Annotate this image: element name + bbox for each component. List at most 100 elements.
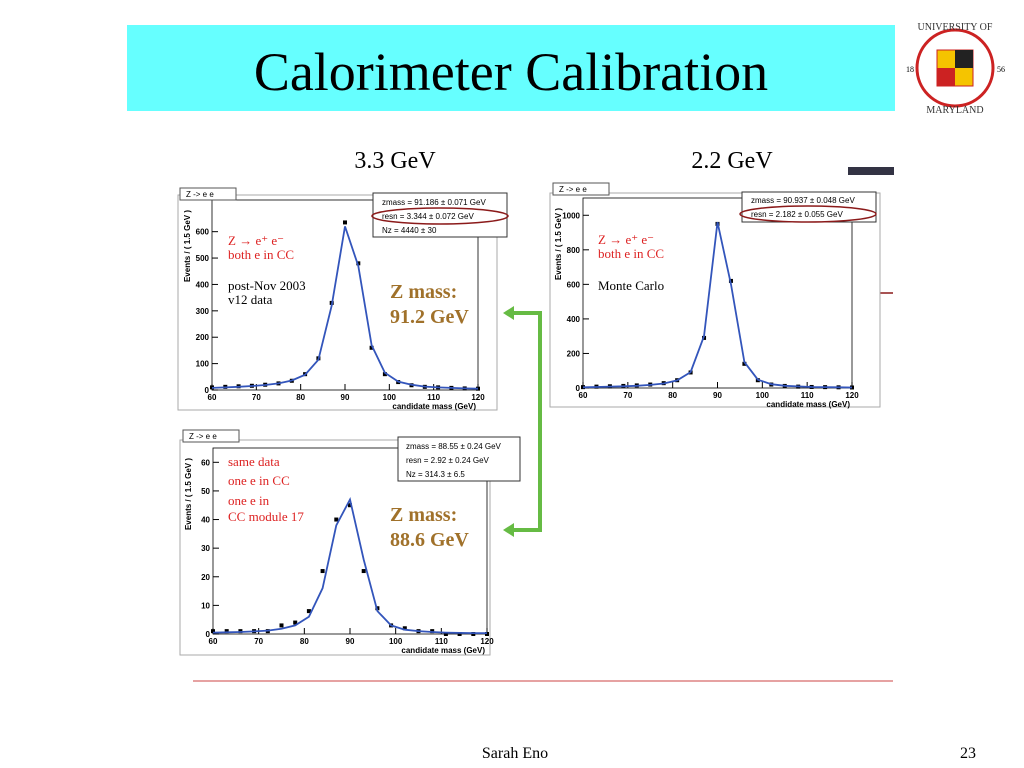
- y-tick-label: 400: [196, 280, 210, 289]
- x-tick-label: 110: [801, 391, 814, 400]
- data-point: [211, 629, 215, 634]
- arrow-head: [503, 523, 514, 537]
- data-point: [224, 629, 229, 634]
- x-tick-label: 80: [296, 393, 305, 402]
- y-tick-label: 40: [201, 516, 210, 525]
- plot-label-box: [182, 429, 240, 443]
- stats-box: [397, 436, 521, 482]
- logo-quarter: [955, 50, 973, 68]
- fit-curve: [212, 496, 487, 634]
- y-tick-label: 10: [201, 601, 210, 610]
- highlight: [371, 207, 509, 225]
- zmass-label: 91.2 GeV: [390, 306, 469, 328]
- x-tick-label: 90: [713, 391, 722, 400]
- x-tick-label: 60: [579, 391, 588, 400]
- plot-label-box: [179, 187, 237, 201]
- zmass-label: Z mass:: [390, 504, 457, 526]
- annotation: both e in CC: [228, 247, 294, 262]
- footer: Sarah Eno: [482, 745, 548, 762]
- logo-text: 56: [997, 65, 1005, 74]
- x-tick-label: 120: [471, 393, 485, 402]
- y-tick-label: 500: [196, 254, 210, 263]
- zmass-label: 88.6 GeV: [390, 529, 469, 551]
- plot-frame: [549, 192, 881, 408]
- y-tick-label: 600: [196, 228, 210, 237]
- y-tick-label: 0: [206, 630, 211, 639]
- column-label: 2.2 GeV: [691, 148, 773, 174]
- x-tick-label: 70: [623, 391, 632, 400]
- y-tick-label: 1000: [562, 211, 580, 220]
- y-tick-label: 100: [196, 360, 210, 369]
- y-tick-label: 600: [567, 280, 581, 289]
- annotation: CC module 17: [228, 509, 304, 524]
- stats: resn = 2.92 ± 0.24 GeV: [406, 456, 490, 465]
- stats: Nz = 314.3 ± 6.5: [406, 470, 465, 479]
- stats: resn = 2.182 ± 0.055 GeV: [751, 210, 843, 219]
- logo: UNIVERSITY OF MARYLAND 18 56: [906, 22, 1005, 116]
- y-tick-label: 20: [201, 573, 210, 582]
- annotation: same data: [228, 454, 280, 469]
- x-tick-label: 110: [427, 393, 440, 402]
- logo-text: UNIVERSITY OF: [918, 22, 993, 33]
- arrow-head: [503, 306, 514, 320]
- title: Calorimeter Calibration: [254, 42, 768, 102]
- zmass-label: Z mass:: [390, 281, 457, 303]
- stats: Nz = 4440 ± 30: [382, 226, 437, 235]
- annotation: Z → e⁺ e⁻: [228, 233, 284, 248]
- y-axis-label: Events / ( 1.5 GeV ): [183, 210, 192, 282]
- data-point: [306, 609, 311, 614]
- y-tick-label: 200: [567, 349, 581, 358]
- data-point: [471, 632, 476, 636]
- plot-label-box: [552, 182, 610, 196]
- data-point: [334, 517, 339, 522]
- stats: zmass = 88.55 ± 0.24 GeV: [406, 442, 502, 451]
- x-tick-label: 70: [252, 393, 261, 402]
- highlight: [739, 205, 877, 223]
- page-number: 23: [960, 745, 976, 762]
- y-tick-label: 30: [201, 544, 210, 553]
- y-tick-label: 400: [567, 315, 581, 324]
- x-tick-label: 80: [668, 391, 677, 400]
- y-tick-label: 300: [196, 307, 210, 316]
- x-axis-label: candidate mass (GeV): [401, 646, 485, 655]
- annotation: Monte Carlo: [598, 278, 664, 293]
- data-point: [279, 623, 284, 628]
- y-tick-label: 0: [576, 384, 581, 393]
- title-bar: [127, 25, 895, 111]
- y-axis-label: Events / ( 1.5 GeV ): [554, 208, 563, 280]
- charts: 60 70 80 90 100 110 1200100200300400500600cand…: [183, 197, 859, 655]
- annotation: one e in: [228, 493, 270, 508]
- column-label: 3.3 GeV: [354, 148, 436, 174]
- x-tick-label: 100: [383, 393, 397, 402]
- fit-curve: [582, 222, 853, 389]
- data-point: [402, 626, 407, 631]
- x-tick-label: 100: [756, 391, 770, 400]
- annotation: one e in CC: [228, 473, 290, 488]
- data-point: [382, 372, 387, 377]
- annotation: Z → e⁺ e⁻: [598, 232, 654, 247]
- y-tick-label: 50: [201, 487, 210, 496]
- x-axis-label: candidate mass (GeV): [766, 400, 850, 409]
- x-tick-label: 80: [300, 637, 309, 646]
- data-point: [443, 632, 448, 636]
- x-tick-label: 90: [341, 393, 350, 402]
- data-point: [343, 220, 347, 225]
- y-tick-label: 60: [201, 458, 210, 467]
- x-tick-label: 110: [435, 637, 448, 646]
- bracket: [510, 311, 542, 532]
- x-tick-label: 60: [208, 393, 217, 402]
- x-tick-label: 60: [209, 637, 218, 646]
- fit-curve: [211, 226, 479, 390]
- plot-label: Z -> e e: [189, 432, 217, 441]
- plot-label: Z -> e e: [559, 185, 587, 194]
- stats-box: [741, 191, 877, 223]
- data-point: [742, 361, 747, 366]
- x-tick-label: 120: [480, 637, 494, 646]
- x-tick-label: 90: [346, 637, 355, 646]
- data-point: [369, 345, 374, 350]
- data-point: [457, 632, 462, 636]
- data-point: [293, 620, 298, 625]
- data-point: [348, 503, 352, 508]
- stats-box: [372, 192, 508, 238]
